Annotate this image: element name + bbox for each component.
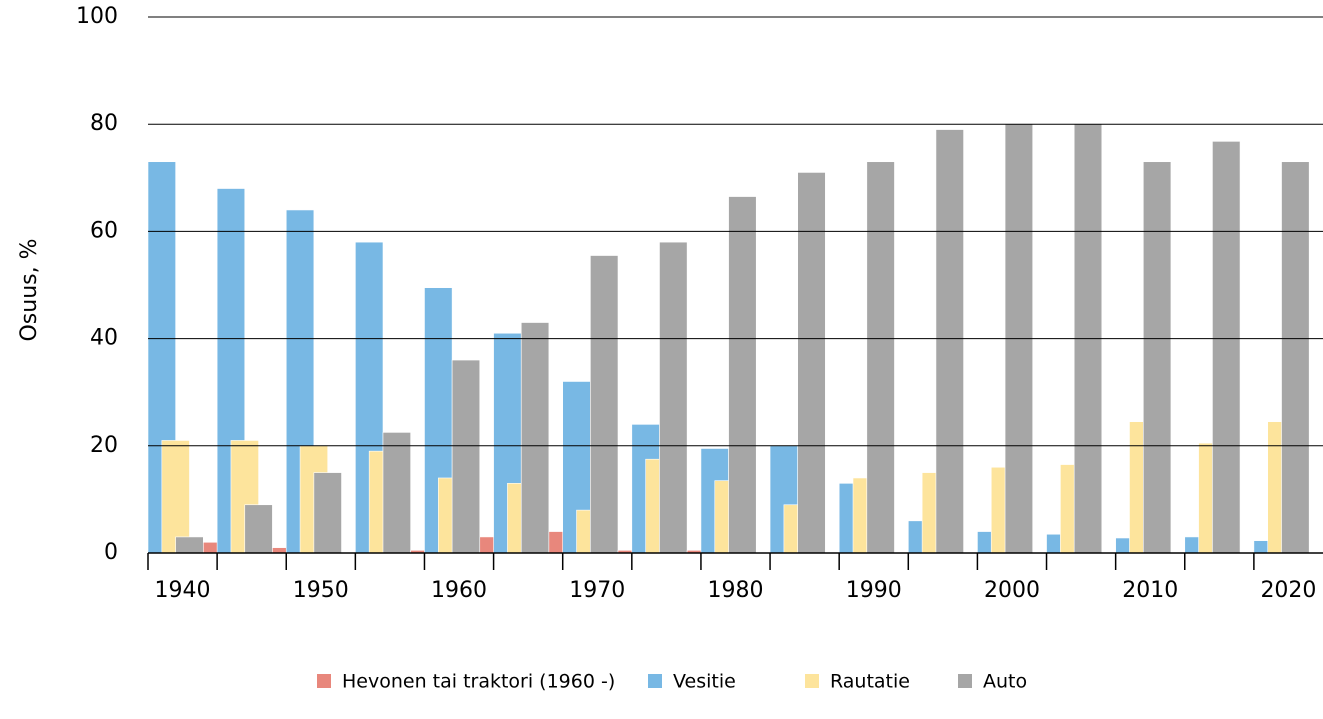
legend-swatch — [958, 674, 972, 688]
bar — [728, 196, 757, 554]
bar — [1212, 141, 1241, 554]
y-tick-label: 100 — [76, 4, 118, 29]
bar — [175, 536, 204, 554]
y-tick-label: 60 — [90, 218, 118, 243]
legend-swatch — [648, 674, 662, 688]
bar — [313, 472, 342, 554]
bar — [659, 241, 688, 554]
x-tick-label: 2010 — [1122, 578, 1178, 603]
y-tick-label: 0 — [104, 540, 118, 565]
y-axis-label: Osuus, % — [17, 238, 42, 341]
x-tick-label: 1940 — [155, 578, 211, 603]
x-tick-label: 2000 — [984, 578, 1040, 603]
bar — [935, 129, 964, 554]
plot-area — [148, 123, 1310, 554]
bar — [520, 322, 550, 554]
x-tick-label: 1970 — [569, 578, 625, 603]
legend-label: Auto — [983, 671, 1027, 693]
bar — [1142, 161, 1172, 554]
bar — [590, 255, 619, 554]
bar — [1281, 161, 1310, 554]
bar — [451, 359, 481, 554]
legend-label: Rautatie — [830, 671, 910, 693]
x-tick-label: 1950 — [293, 578, 349, 603]
legend-swatch — [317, 674, 331, 688]
x-tick-label: 1990 — [846, 578, 902, 603]
legend: Hevonen tai traktori (1960 -) Vesitie Raut… — [317, 671, 1027, 693]
x-tick-label: 2020 — [1260, 578, 1316, 603]
legend-swatch — [805, 674, 819, 688]
bar — [382, 432, 411, 554]
y-tick-label: 80 — [90, 111, 118, 136]
bar — [244, 504, 273, 554]
y-tick-label: 40 — [90, 326, 118, 351]
y-tick-label: 20 — [90, 433, 118, 458]
legend-label: Hevonen tai traktori (1960 -) — [342, 671, 615, 693]
x-tick-label: 1960 — [431, 578, 487, 603]
bar — [866, 161, 895, 554]
bar — [161, 440, 190, 554]
legend-label: Vesitie — [673, 671, 736, 693]
x-tick-label: 1980 — [708, 578, 764, 603]
bar — [797, 172, 826, 554]
